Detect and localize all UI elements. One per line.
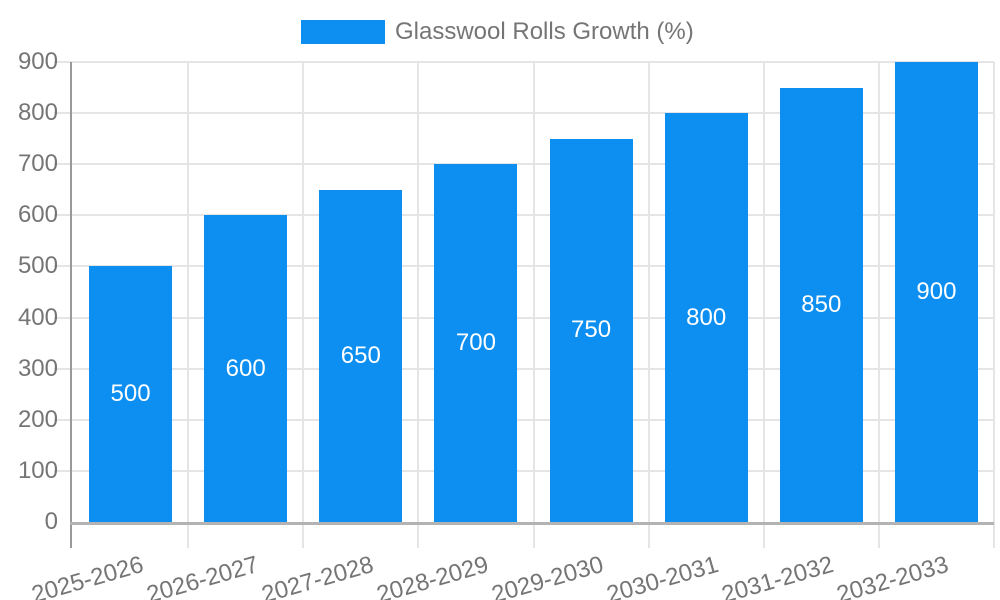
gridline-horizontal	[54, 316, 994, 319]
bar	[779, 87, 863, 522]
bar	[894, 62, 978, 522]
gridline-horizontal	[54, 61, 994, 63]
y-axis-tick-label: 400	[17, 303, 58, 331]
legend-label: Glasswool Rolls Growth (%)	[395, 18, 694, 45]
legend-swatch	[301, 20, 385, 44]
bar-value-label: 900	[916, 278, 957, 305]
legend: Glasswool Rolls Growth (%)	[301, 20, 694, 44]
bar	[319, 189, 403, 522]
gridline-vertical	[187, 62, 190, 548]
bar	[434, 164, 518, 522]
bar	[204, 215, 288, 522]
gridline-horizontal	[54, 214, 994, 217]
x-axis-baseline	[70, 522, 994, 525]
bar	[664, 113, 748, 522]
y-axis-tick-label: 300	[17, 354, 58, 382]
bar-value-label: 600	[225, 354, 266, 382]
gridline-horizontal	[54, 367, 994, 370]
gridline-vertical	[302, 62, 305, 548]
y-axis-tick-label: 800	[17, 99, 58, 127]
gridline-horizontal	[54, 469, 994, 472]
bar-value-label: 800	[686, 303, 727, 331]
gridline-vertical	[993, 62, 995, 548]
gridline-vertical	[532, 62, 535, 548]
gridline-vertical	[417, 62, 420, 548]
bar-value-label: 500	[110, 380, 151, 408]
gridline-vertical	[762, 62, 765, 548]
y-axis-tick-label: 100	[17, 456, 58, 484]
y-axis-tick-label: 200	[17, 405, 58, 433]
y-axis-tick-label: 500	[17, 252, 58, 280]
bar	[89, 266, 173, 522]
bar-value-label: 700	[455, 329, 496, 357]
gridline-horizontal	[54, 112, 994, 115]
y-axis-tick-label: 900	[17, 48, 58, 75]
y-axis-tick-label: 0	[44, 508, 58, 535]
bar-value-label: 750	[571, 316, 612, 344]
gridline-horizontal	[54, 163, 994, 166]
gridline-vertical	[647, 62, 650, 548]
bar-value-label: 650	[340, 341, 381, 369]
gridline-horizontal	[54, 418, 994, 421]
gridline-horizontal	[54, 265, 994, 268]
bar	[549, 138, 633, 522]
bar-value-label: 850	[801, 290, 842, 318]
y-axis-line	[70, 62, 72, 548]
y-axis-tick-label: 700	[17, 150, 58, 178]
y-axis-tick-label: 600	[17, 201, 58, 229]
gridline-vertical	[877, 62, 880, 548]
